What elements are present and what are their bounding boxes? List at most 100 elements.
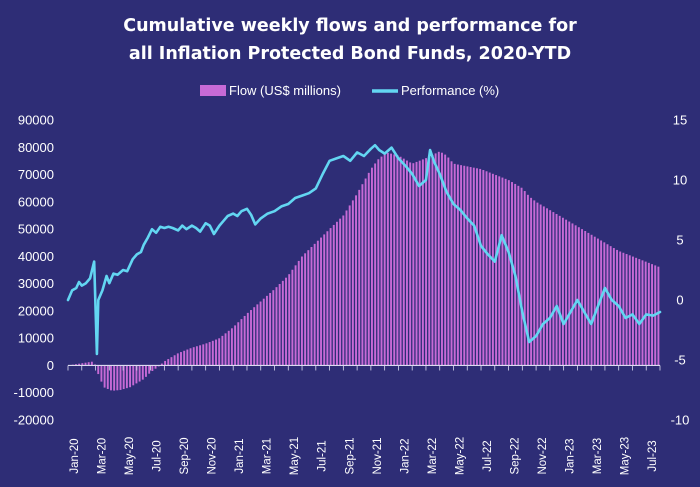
flow-bar: [208, 342, 211, 366]
flow-bar: [453, 163, 456, 366]
flow-bar: [141, 365, 144, 380]
flow-bar: [221, 335, 224, 366]
x-axis-tick-label: Sep-22: [509, 437, 521, 474]
x-axis-tick-label: Mar-21: [262, 438, 274, 474]
flow-bar: [176, 353, 179, 366]
flow-bar: [383, 154, 386, 366]
flow-bar: [472, 167, 475, 366]
flow-bar: [450, 161, 453, 366]
flow-bar: [180, 352, 182, 366]
chart-title-line-1: Cumulative weekly flows and performance …: [123, 16, 577, 36]
flow-bar: [81, 363, 84, 366]
flow-bar: [542, 206, 545, 366]
flow-bar: [565, 219, 568, 366]
x-axis-tick-label: Mar-20: [96, 438, 108, 474]
flow-bar: [110, 365, 112, 391]
flow-bar: [409, 162, 412, 366]
flow-bar: [463, 165, 466, 366]
left-axis-tick-label: 30000: [18, 276, 54, 291]
flow-bar: [539, 204, 542, 366]
flow-bar: [581, 229, 583, 366]
flow-bar: [116, 365, 119, 391]
flow-bar: [482, 170, 485, 366]
flow-bar: [199, 345, 202, 366]
flow-bar: [332, 224, 335, 366]
left-axis-tick-label: 80000: [18, 140, 54, 155]
flow-bar: [237, 322, 240, 366]
flow-bar: [425, 158, 428, 366]
flow-bar: [339, 218, 342, 366]
flow-bar: [310, 247, 313, 366]
flow-bar: [456, 164, 459, 366]
flow-bar: [288, 274, 291, 366]
flow-bar: [358, 189, 361, 366]
flow-bar: [205, 343, 208, 366]
x-axis-tick-label: Jan-22: [399, 438, 411, 473]
flow-bar: [530, 197, 533, 366]
legend-flow-swatch: [200, 85, 226, 96]
left-axis-tick-label: -20000: [14, 413, 54, 428]
right-axis-tick-label: 15: [673, 113, 687, 128]
flow-bar: [434, 153, 437, 366]
flow-bar: [441, 152, 443, 366]
flow-bar: [396, 155, 399, 366]
flow-bar: [135, 365, 138, 384]
flow-bar: [571, 223, 574, 366]
flow-bar: [536, 202, 539, 366]
flow-bar: [600, 240, 603, 366]
flow-bar: [533, 200, 536, 366]
flow-bar: [90, 361, 93, 366]
right-axis-tick-label: 10: [673, 173, 687, 188]
flow-bar: [348, 205, 351, 366]
flow-bar: [377, 159, 380, 366]
flow-bar: [84, 362, 87, 366]
flow-bar: [418, 160, 421, 366]
flow-bar: [129, 365, 132, 388]
x-axis-tick-label: May-20: [124, 437, 136, 475]
flow-bar: [215, 339, 217, 366]
flow-bar: [291, 269, 294, 366]
flow-bar: [173, 355, 176, 366]
flow-bar: [393, 154, 396, 366]
flow-bar: [342, 215, 345, 366]
flow-bar: [549, 210, 552, 366]
flow-bars: [68, 151, 660, 391]
flow-bar: [119, 365, 122, 390]
flow-bar: [192, 347, 195, 366]
right-axis-tick-label: 5: [676, 233, 683, 248]
flow-bar: [412, 163, 415, 366]
flow-bar: [587, 232, 590, 366]
flow-bar: [297, 260, 300, 366]
left-axis-tick-label: 60000: [18, 194, 54, 209]
flow-bar: [100, 365, 103, 382]
flow-bar: [596, 238, 599, 366]
flow-bar: [125, 365, 128, 389]
flow-bar: [612, 248, 615, 366]
flow-bar: [250, 310, 252, 366]
flow-bar: [523, 191, 526, 366]
flow-bar: [374, 163, 377, 366]
flow-bar: [380, 156, 383, 366]
flow-bar: [593, 236, 596, 366]
flow-bar: [469, 167, 472, 366]
flow-bar: [603, 242, 606, 366]
flow-bar: [466, 166, 469, 366]
flow-bar: [638, 259, 641, 366]
x-axis-tick-label: May-22: [454, 437, 466, 475]
flow-bar: [399, 156, 402, 366]
flow-bar: [507, 180, 510, 366]
x-axis-tick-label: May-23: [620, 437, 632, 475]
flow-bar: [367, 172, 370, 366]
left-axis-tick-label: 20000: [18, 303, 54, 318]
flow-bar: [361, 184, 364, 366]
flow-bar: [628, 255, 631, 366]
flow-bar: [504, 178, 507, 366]
flow-bar: [609, 246, 612, 366]
legend: Flow (US$ millions) Performance (%): [200, 83, 499, 98]
flow-bar: [224, 333, 227, 366]
flow-bar: [189, 348, 192, 366]
flow-bar: [491, 173, 494, 366]
flow-bar: [275, 287, 278, 366]
flow-bar: [132, 365, 135, 386]
